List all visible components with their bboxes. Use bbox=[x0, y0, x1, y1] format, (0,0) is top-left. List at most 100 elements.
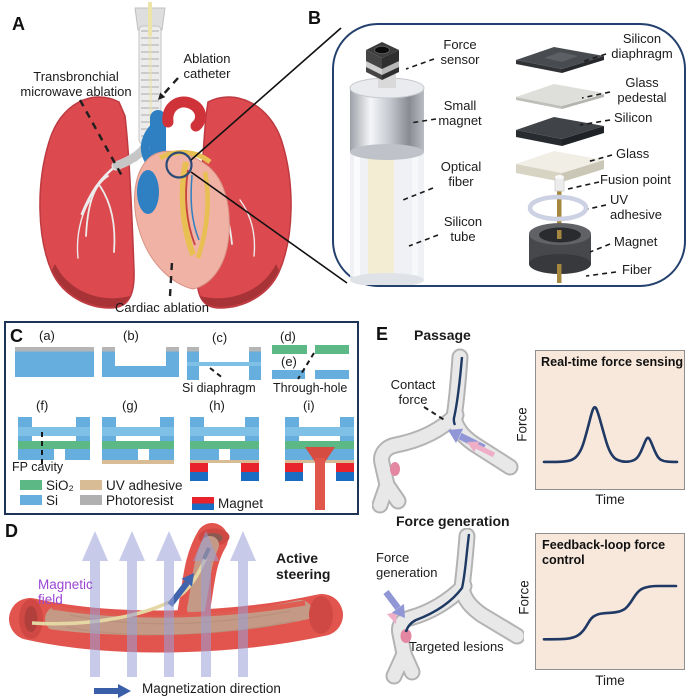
silicon-tube-part bbox=[350, 152, 424, 285]
contact-force-pointer bbox=[423, 406, 447, 422]
legend-uv-adhesive: UV adhesive bbox=[106, 478, 183, 493]
panel-b-pointers bbox=[402, 53, 617, 277]
label-force-generation: Force generation bbox=[376, 550, 438, 580]
chart2-xlabel: Time bbox=[595, 673, 625, 688]
label-magnetic-field: Magnetic field bbox=[38, 577, 93, 608]
label-transbronchial: Transbronchial microwave ablation bbox=[20, 69, 132, 99]
silicon-diaphragm-part bbox=[516, 47, 604, 73]
label-glass: Glass bbox=[616, 146, 650, 161]
label-silicon-tube: Silicon tube bbox=[443, 214, 483, 244]
step-d-diagram bbox=[272, 345, 349, 354]
inserted-fiber-funnel bbox=[305, 447, 335, 462]
step-i-label: (i) bbox=[303, 398, 315, 413]
catheter-line bbox=[452, 356, 464, 426]
chart2-title: Feedback-loop force control bbox=[542, 538, 666, 567]
fiber-part bbox=[557, 188, 562, 234]
step-h-diagram bbox=[190, 417, 259, 481]
label-uv-adhesive: UV adhesive bbox=[610, 192, 663, 222]
panel-d-tag: D bbox=[5, 521, 18, 541]
chart1-title: Real-time force sensing bbox=[541, 355, 684, 369]
panel-a-tag: A bbox=[12, 14, 25, 34]
passage-airway bbox=[372, 348, 519, 514]
force-sensor-part bbox=[366, 42, 399, 80]
step-b-diagram bbox=[102, 347, 179, 377]
label-si-diaphragm: Si diaphragm bbox=[182, 381, 256, 395]
magnetization-direction-arrow bbox=[94, 684, 131, 698]
step-e-label: (e) bbox=[281, 354, 297, 369]
targeted-lesion bbox=[400, 629, 412, 643]
force-generation-arrow bbox=[383, 590, 405, 618]
optical-fiber-part bbox=[368, 156, 394, 278]
exploded-stack bbox=[516, 47, 604, 283]
step-e-diagram bbox=[272, 352, 349, 380]
label-small-magnet: Small magnet bbox=[438, 98, 482, 128]
legend-photoresist: Photoresist bbox=[106, 493, 174, 508]
label-silicon: Silicon bbox=[614, 110, 653, 125]
step-b-label: (b) bbox=[123, 328, 139, 343]
panel-c-tag: C bbox=[10, 326, 23, 346]
step-g-label: (g) bbox=[122, 398, 138, 413]
legend-swatches bbox=[20, 480, 214, 510]
legend-magnet: Magnet bbox=[218, 496, 264, 511]
label-optical-fiber: Optical fiber bbox=[440, 159, 482, 189]
lesion bbox=[390, 462, 400, 476]
secondary-force-arrowhead bbox=[387, 612, 397, 624]
callout-circle bbox=[165, 151, 193, 179]
catheter-line bbox=[404, 533, 471, 633]
silicon-part bbox=[516, 117, 604, 146]
uv-adhesive-part bbox=[527, 194, 589, 222]
label-magnetization-direction: Magnetization direction bbox=[142, 681, 281, 696]
panel-a: A Transbronchial microwave ablation Abla… bbox=[0, 0, 335, 320]
step-a-label: (a) bbox=[39, 328, 55, 343]
label-cardiac-ablation: Cardiac ablation bbox=[115, 300, 209, 315]
passage-title: Passage bbox=[414, 327, 471, 343]
panel-a-pointers bbox=[78, 77, 179, 297]
step-g-diagram bbox=[102, 417, 174, 464]
chart2-ylabel: Force bbox=[516, 580, 532, 615]
fabrication-steps bbox=[15, 345, 354, 510]
label-fp-cavity: FP cavity bbox=[12, 460, 64, 474]
chart2-plot bbox=[542, 584, 678, 641]
label-ablation-catheter: Ablation catheter bbox=[183, 51, 231, 81]
chart-force-control: Feedback-loop force control bbox=[535, 533, 685, 670]
panel-c: C (a) (b) (c) (d) (e) (f) (g) (h) (i) Si… bbox=[4, 321, 359, 515]
label-fiber: Fiber bbox=[622, 262, 652, 277]
chart-force-sensing: Real-time force sensing bbox=[535, 350, 685, 490]
label-targeted-lesions: Targeted lesions bbox=[409, 639, 504, 654]
legend-si: Si bbox=[46, 493, 59, 508]
label-glass-pedestal: Glass pedestal bbox=[617, 75, 667, 105]
force-generation-title: Force generation bbox=[396, 513, 510, 529]
panel-e-tag: E bbox=[376, 324, 389, 344]
label-silicon-diaphragm: Silicon diaphragm bbox=[611, 31, 673, 61]
label-magnet: Magnet bbox=[614, 234, 658, 249]
glass-pedestal-part bbox=[516, 84, 604, 109]
lungs-illustration bbox=[39, 2, 292, 309]
step-c-diagram bbox=[187, 347, 261, 380]
inserted-fiber-rod bbox=[315, 458, 325, 510]
steering-illustration bbox=[9, 523, 343, 698]
step-a-diagram bbox=[15, 347, 94, 377]
magnetic-field-arrows bbox=[82, 531, 256, 677]
small-magnet-part bbox=[349, 77, 425, 160]
step-i-diagram bbox=[285, 417, 354, 510]
panel-d: D Magnetic field Active steering Magneti… bbox=[0, 515, 368, 699]
step-c-label: (c) bbox=[212, 330, 228, 345]
label-contact-force: Contact force bbox=[390, 377, 436, 407]
step-d-label: (d) bbox=[280, 329, 296, 344]
secondary-force-arrow bbox=[467, 441, 496, 458]
fusion-point-part bbox=[554, 175, 565, 192]
glass-part bbox=[516, 151, 604, 182]
chart1-xlabel: Time bbox=[595, 492, 625, 507]
step-f-label: (f) bbox=[36, 398, 49, 413]
label-fusion-point: Fusion point bbox=[600, 172, 671, 187]
force-generation-airway bbox=[383, 528, 524, 685]
right-lung-shadow bbox=[200, 264, 279, 307]
left-lung-shadow bbox=[52, 264, 130, 307]
step-f-diagram bbox=[18, 417, 90, 464]
chart1-plot bbox=[542, 405, 679, 464]
panel-b: Force sensor Small magnet Optical fiber … bbox=[332, 23, 686, 287]
label-active-steering: Active steering bbox=[276, 550, 331, 582]
pointer-arrowhead bbox=[158, 92, 166, 100]
label-force-sensor: Force sensor bbox=[440, 37, 480, 67]
